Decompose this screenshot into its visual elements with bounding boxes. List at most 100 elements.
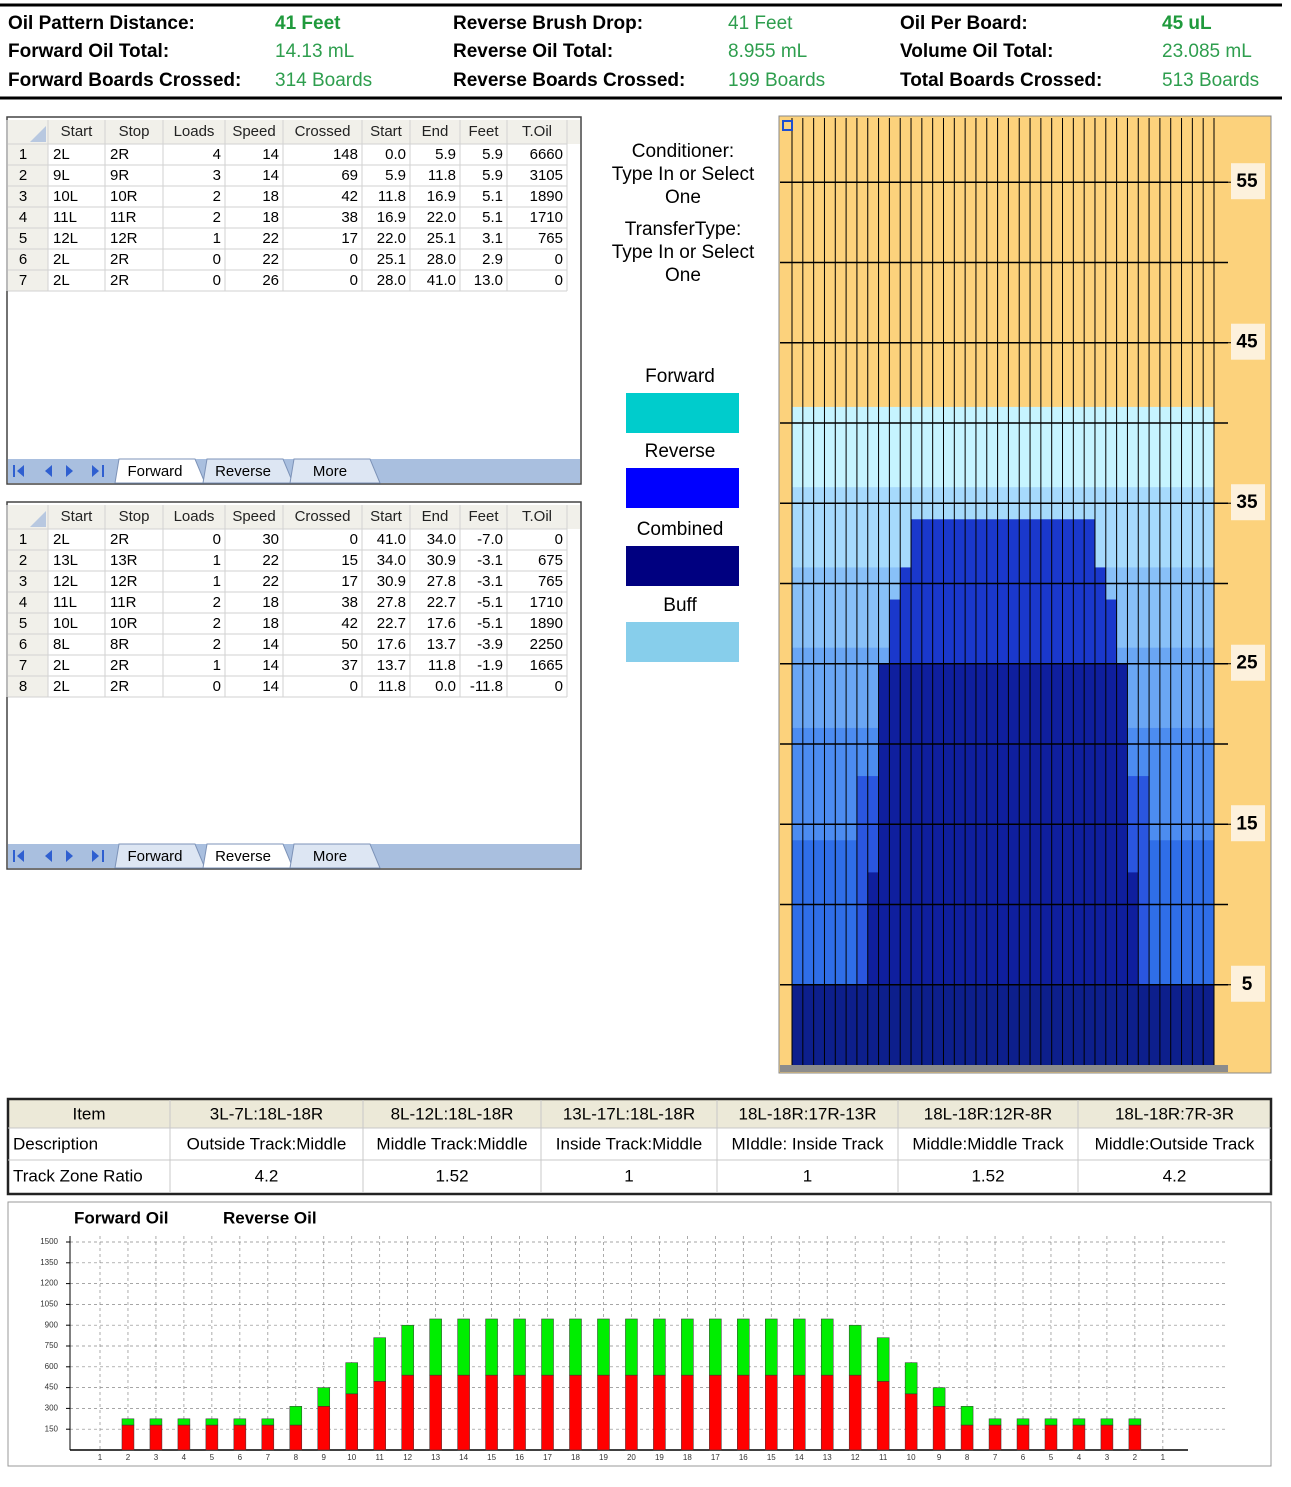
row-number: 6 [19,636,27,653]
cell: 5.9 [435,146,456,163]
bar-segment [1044,1418,1058,1426]
bar-segment [653,1374,666,1451]
tab[interactable] [289,843,381,869]
cell: 11R [110,594,137,611]
cell: 0.0 [435,678,456,695]
tick-box [1231,965,1265,1002]
bar-segment [569,1374,582,1451]
nav-next[interactable] [66,465,73,477]
tick-box [1231,484,1265,521]
bar-segment [429,1318,442,1376]
bar-segment [904,1393,918,1451]
tab-label[interactable]: Reverse [215,463,271,480]
tick-box [1231,644,1265,681]
y-tick-label: 1350 [40,1258,58,1267]
row-number: 1 [19,146,27,163]
cell: 10R [110,615,138,632]
cell: 18 [262,188,279,205]
bar-segment [625,1318,638,1376]
x-tick-label: 5 [210,1453,215,1462]
x-tick-label: 2 [1133,1453,1138,1462]
cell: 14 [262,636,279,653]
cell: 17 [341,230,358,247]
tab-label[interactable]: Reverse [215,848,271,865]
tick-box [1231,805,1265,842]
bar-segment [289,1424,303,1451]
cell: 3105 [530,167,563,184]
bar-segment [1072,1424,1086,1451]
cell: -5.1 [477,615,503,632]
bar-segment [485,1318,498,1376]
ratio-cell: 1.52 [435,1166,468,1185]
row-number: 2 [19,552,27,569]
x-tick-label: 12 [851,1453,860,1462]
nav-next[interactable] [66,850,73,862]
summary-value: 41 Feet [728,13,793,34]
cell: 11L [53,209,77,226]
column-header: Start [61,123,94,140]
cell: 5.9 [385,167,406,184]
cell: 14 [262,167,279,184]
cell: 2R [110,531,129,548]
nav-prev[interactable] [45,465,52,477]
cell: 6660 [530,146,563,163]
cell: 1710 [530,209,563,226]
select-all [30,126,46,142]
tab[interactable] [114,458,206,484]
legend-swatch [626,546,739,586]
cell: 22 [262,552,279,569]
cell: 13.7 [377,657,406,674]
x-tick-label: 19 [599,1453,608,1462]
tab-label[interactable]: Forward [127,463,182,480]
bar-segment [317,1387,331,1407]
cell: 9L [53,167,70,184]
cell: 38 [341,594,358,611]
bar-segment [205,1418,219,1426]
tab[interactable] [202,843,294,869]
x-tick-label: 11 [879,1453,888,1462]
tab[interactable] [289,458,381,484]
x-tick-label: 10 [347,1453,356,1462]
cell: 2R [110,251,129,268]
tab-label[interactable]: More [313,848,347,865]
cell: 9R [110,167,129,184]
ratio-cell: Description [13,1134,98,1153]
summary-label: Total Boards Crossed: [900,70,1102,91]
summary-value: 41 Feet [275,13,341,34]
bar-segment [205,1424,219,1451]
y-tick-label: 900 [45,1320,59,1329]
cell: 10R [110,188,138,205]
x-tick-label: 20 [627,1453,636,1462]
row-number: 6 [19,251,27,268]
row-number: 3 [19,573,27,590]
cell: 11L [53,594,77,611]
tab-label[interactable]: Forward [127,848,182,865]
nav-first[interactable] [17,850,24,862]
ratio-header: 18L-18R:12R-8R [924,1104,1053,1123]
row-number: 2 [19,167,27,184]
nav-first[interactable] [17,465,24,477]
bar-segment [932,1387,946,1407]
nav-prev[interactable] [45,850,52,862]
bar-segment [177,1418,191,1426]
nav-last[interactable] [92,850,99,862]
x-tick-label: 3 [1105,1453,1110,1462]
tab[interactable] [202,458,294,484]
bar-segment [569,1318,582,1376]
table-frame [6,501,582,870]
nav-last[interactable] [92,465,99,477]
cell: 0 [350,251,358,268]
bar-segment [876,1337,890,1382]
cell: 34.0 [427,531,456,548]
conditioner-text: One [665,187,701,208]
row-number: 8 [19,678,27,695]
ratio-cell: Outside Track:Middle [187,1134,347,1153]
tab[interactable] [114,843,206,869]
cell: 2L [53,146,70,163]
row-number: 1 [19,531,27,548]
x-tick-label: 16 [739,1453,748,1462]
cell: 8R [110,636,129,653]
tab-label[interactable]: More [313,463,347,480]
ratio-header: 13L-17L:18L-18R [563,1104,695,1123]
cell: 11.8 [378,188,406,205]
